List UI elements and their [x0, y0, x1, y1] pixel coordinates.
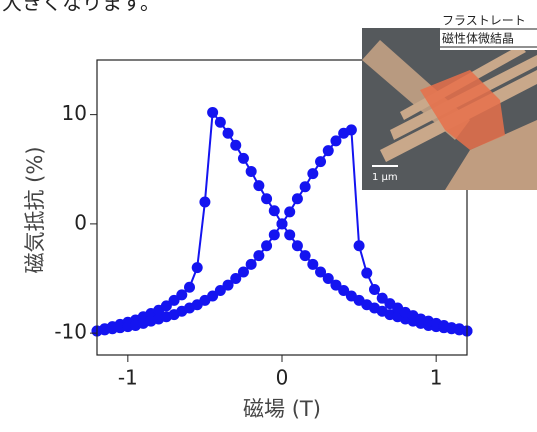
- top-text: 大きくなります。: [2, 0, 160, 15]
- data-point: [253, 250, 264, 261]
- data-point: [361, 268, 372, 279]
- scale-label: 1 μm: [372, 172, 398, 183]
- data-point: [184, 282, 195, 293]
- data-point: [323, 145, 334, 156]
- data-point: [284, 229, 295, 240]
- data-point: [300, 250, 311, 261]
- data-point: [346, 124, 357, 135]
- data-point: [292, 240, 303, 251]
- data-point: [307, 168, 318, 179]
- data-point: [354, 240, 365, 251]
- data-point: [269, 205, 280, 216]
- inset-image: 1 μm フラストレート 磁性体微結晶: [362, 12, 537, 190]
- y-tick-label: 0: [74, 210, 87, 234]
- data-point: [269, 229, 280, 240]
- y-axis-label: 磁気抵抗 (%): [23, 146, 47, 273]
- data-point: [369, 284, 380, 295]
- data-point: [230, 140, 241, 151]
- data-point: [215, 117, 226, 128]
- page: {"chart_data": {"type": "line", "annotat…: [0, 0, 537, 432]
- data-point: [292, 193, 303, 204]
- inset-caption: フラストレート: [442, 14, 526, 28]
- inset-caption: 磁性体微結晶: [442, 31, 514, 46]
- x-axis-label: 磁場 (T): [243, 397, 321, 421]
- x-tick-label: -1: [118, 366, 138, 390]
- data-point: [261, 193, 272, 204]
- data-point: [277, 218, 288, 229]
- y-tick-label: -10: [54, 320, 87, 344]
- data-point: [207, 107, 218, 118]
- data-point: [315, 156, 326, 167]
- data-point: [246, 166, 257, 177]
- data-point: [300, 181, 311, 192]
- data-point: [261, 240, 272, 251]
- data-point: [238, 153, 249, 164]
- chart: 大きくなります。 磁場 (T) 磁気抵抗 (%) 1 μm フラストレート 磁性…: [0, 0, 537, 432]
- data-point: [199, 197, 210, 208]
- data-point: [284, 206, 295, 217]
- data-point: [246, 259, 257, 270]
- x-tick-label: 1: [430, 366, 443, 390]
- data-point: [192, 262, 203, 273]
- data-point: [223, 128, 234, 139]
- data-point: [253, 180, 264, 191]
- x-tick-label: 0: [276, 366, 289, 390]
- y-tick-label: 10: [62, 101, 87, 125]
